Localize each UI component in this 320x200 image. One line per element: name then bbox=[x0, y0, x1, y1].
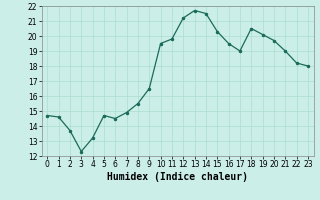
X-axis label: Humidex (Indice chaleur): Humidex (Indice chaleur) bbox=[107, 172, 248, 182]
